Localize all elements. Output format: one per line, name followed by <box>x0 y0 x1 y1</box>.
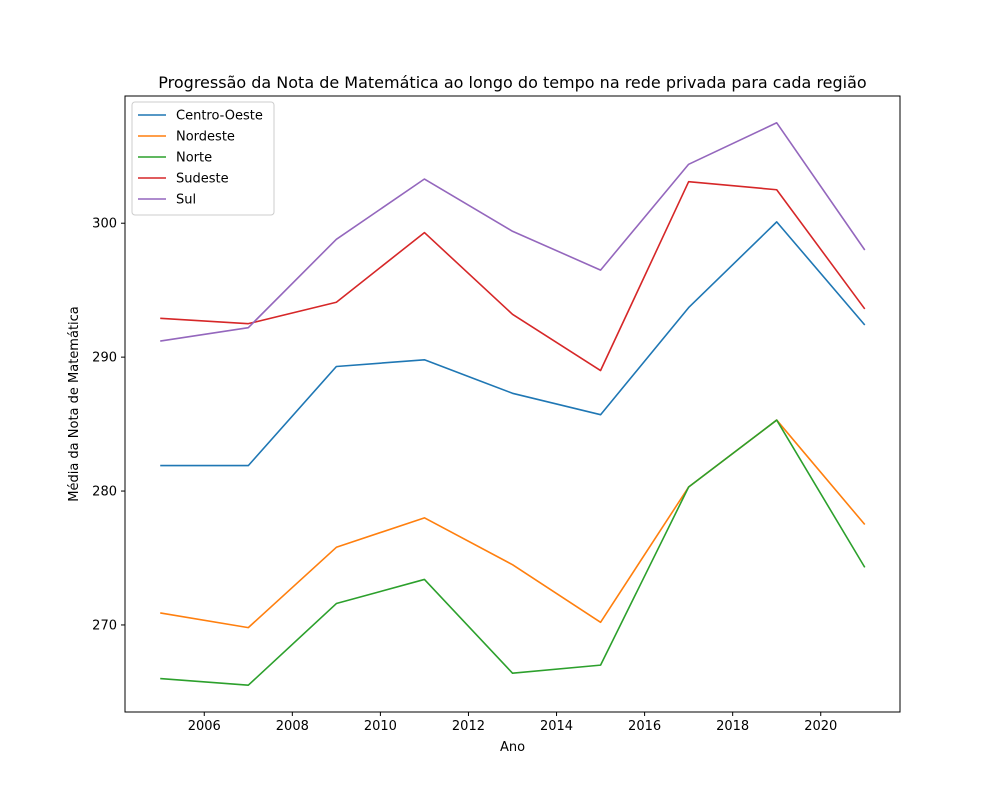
y-tick-label: 270 <box>92 618 117 633</box>
legend-entry-label: Sul <box>176 193 196 208</box>
x-axis-label: Ano <box>500 740 525 755</box>
legend-entry-label: Nordeste <box>176 130 235 145</box>
x-tick-label: 2006 <box>188 719 221 734</box>
series-line-nordeste <box>160 419 866 629</box>
y-tick-label: 280 <box>92 485 117 500</box>
legend-entry-label: Sudeste <box>176 172 229 187</box>
y-tick-label: 290 <box>92 351 117 366</box>
x-tick-label: 2008 <box>276 719 309 734</box>
legend-entry-label: Norte <box>176 151 212 166</box>
plot-frame <box>124 95 901 713</box>
y-axis: 270 280 290 300 <box>92 217 125 633</box>
y-axis-label: Média da Nota de Matemática <box>67 306 82 502</box>
x-tick-label: 2014 <box>540 719 573 734</box>
series-line-centro-oeste <box>160 221 866 467</box>
x-tick-label: 2012 <box>452 719 485 734</box>
x-tick-label: 2020 <box>804 719 837 734</box>
series-line-sudeste <box>160 180 866 372</box>
x-tick-label: 2018 <box>716 719 749 734</box>
x-axis: 2006 2008 2010 2012 2014 2016 2018 2020 <box>188 712 837 734</box>
series-line-norte <box>160 419 866 687</box>
legend-entry-label: Centro-Oeste <box>176 109 263 124</box>
x-tick-label: 2010 <box>364 719 397 734</box>
legend-box <box>131 101 275 216</box>
chart-title: Progressão da Nota de Matemática ao long… <box>158 73 866 92</box>
legend: Centro-Oeste Nordeste Norte Sudeste Sul <box>131 101 275 216</box>
series-line-sul <box>160 121 866 342</box>
plot-area <box>160 121 866 687</box>
y-tick-label: 300 <box>92 217 117 232</box>
x-tick-label: 2016 <box>628 719 661 734</box>
